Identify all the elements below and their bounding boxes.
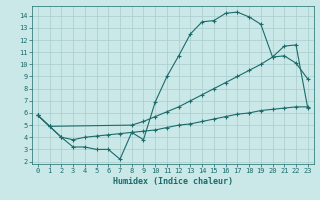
X-axis label: Humidex (Indice chaleur): Humidex (Indice chaleur)	[113, 177, 233, 186]
